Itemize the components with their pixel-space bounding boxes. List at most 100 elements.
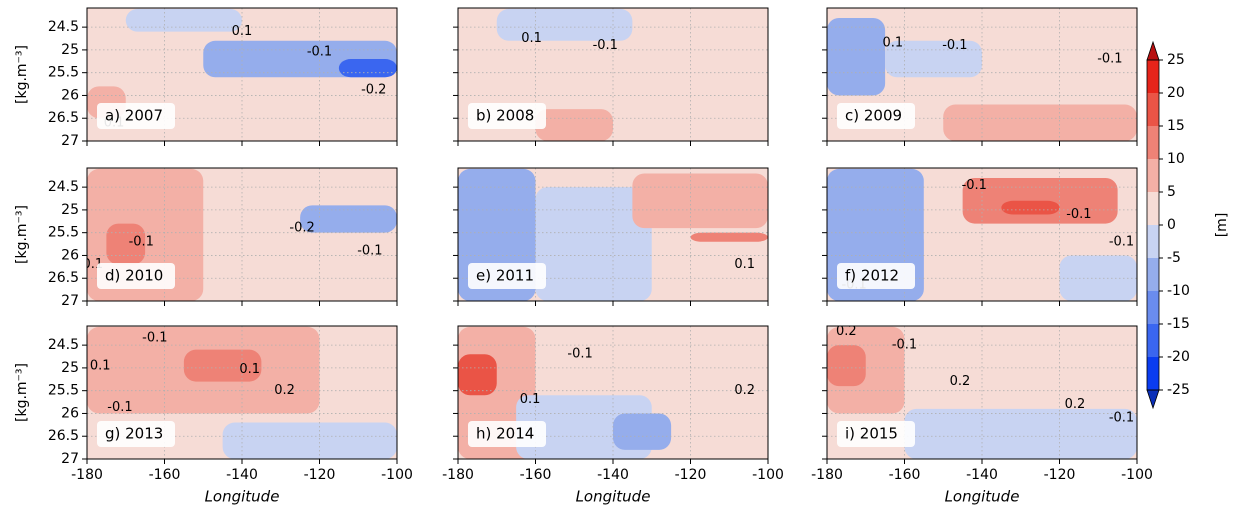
y-tick-label: 25.5 xyxy=(48,65,79,81)
y-tick-label: 26.5 xyxy=(48,428,79,444)
colorbar-tick-label: -25 xyxy=(1167,382,1190,398)
field-region xyxy=(535,187,652,301)
field-region xyxy=(632,173,768,229)
contour-label: 0.1 xyxy=(90,359,111,374)
field-region xyxy=(535,109,613,141)
y-tick-label: 25 xyxy=(61,202,79,218)
colorbar-over xyxy=(1146,40,1160,61)
field-region xyxy=(222,422,397,459)
colorbar-tick-label: -15 xyxy=(1167,316,1190,332)
y-axis-label: [kg.m⁻³] xyxy=(14,45,30,104)
x-tick-label: -140 xyxy=(226,467,258,483)
contour-label: -0.1 xyxy=(1109,411,1134,426)
contour-label: 0.1 xyxy=(521,31,542,46)
field: 0.1 -0.1 xyxy=(458,8,768,141)
field: -0.1 0.2 0.2 -0.1 0.2 xyxy=(827,324,1137,459)
field-region xyxy=(1059,255,1137,301)
panel-label: h) 2014 xyxy=(476,425,534,443)
colorbar-tick-label: -20 xyxy=(1167,349,1190,365)
y-axis-label: [kg.m⁻³] xyxy=(14,205,30,264)
panel-label-box xyxy=(97,421,175,447)
x-tick-label: -100 xyxy=(752,467,784,483)
y-tick-label: 26 xyxy=(61,247,79,263)
field-region xyxy=(671,27,768,50)
panel-label: i) 2015 xyxy=(845,425,898,443)
field-region xyxy=(338,59,397,78)
contour-label: -0.1 xyxy=(1066,207,1091,222)
contour-label: -0.1 xyxy=(892,338,917,353)
colorbar-tick-label: 0 xyxy=(1167,217,1176,233)
contour-label: 0.2 xyxy=(836,324,857,339)
contour-label: 0.1 xyxy=(232,24,253,39)
colorbar-band xyxy=(1147,357,1159,390)
y-tick-label: 25.5 xyxy=(48,383,79,399)
x-tick-label: -180 xyxy=(811,467,843,483)
field-region xyxy=(242,104,359,141)
y-tick-label: 27 xyxy=(61,133,79,149)
contour-label: -0.1 xyxy=(1109,234,1134,249)
contour-label: -0.1 xyxy=(307,45,332,60)
panel-label-box xyxy=(97,263,175,289)
contour-label: -0.1 xyxy=(142,330,167,345)
field-region xyxy=(1020,358,1137,382)
field-region xyxy=(613,413,672,450)
y-tick-label: 26 xyxy=(61,405,79,421)
y-tick-label: 25.5 xyxy=(48,225,79,241)
x-axis-label: Longitude xyxy=(205,488,280,506)
contour-label: -0.1 xyxy=(942,38,967,53)
field-region xyxy=(827,345,866,387)
contour-label: 0.1 xyxy=(520,392,541,407)
colorbar-band xyxy=(1147,225,1159,258)
x-tick-label: -120 xyxy=(1044,467,1076,483)
panel-label: a) 2007 xyxy=(105,107,163,125)
y-tick-label: 26.5 xyxy=(48,110,79,126)
colorbar-tick-label: -10 xyxy=(1167,283,1190,299)
contour-label: -0.1 xyxy=(107,400,132,415)
contour-label: -0.1 xyxy=(593,38,618,53)
colorbar-under xyxy=(1146,389,1160,410)
colorbar-tick-label: -5 xyxy=(1167,250,1181,266)
contour-label: -0.2 xyxy=(361,82,386,97)
x-tick-label: -100 xyxy=(381,467,413,483)
field-region xyxy=(106,223,146,265)
contour-label: -0.1 xyxy=(567,347,592,362)
contour-label: 0.1 xyxy=(239,362,260,377)
field-region xyxy=(183,349,262,382)
colorbar-tick-label: 15 xyxy=(1167,118,1185,134)
panel-label: d) 2010 xyxy=(105,267,163,285)
colorbar-band xyxy=(1147,192,1159,225)
contour-label: 0.2 xyxy=(1065,397,1086,412)
panel-label: e) 2011 xyxy=(476,267,534,285)
colorbar-tick-label: 25 xyxy=(1167,52,1185,68)
x-tick-label: -180 xyxy=(71,467,103,483)
panel-label: c) 2009 xyxy=(845,107,902,125)
field-region xyxy=(458,354,497,396)
panel-label-box xyxy=(468,421,546,447)
field-region xyxy=(1001,200,1060,215)
y-tick-label: 25 xyxy=(61,42,79,58)
x-tick-label: -120 xyxy=(304,467,336,483)
field-region xyxy=(690,232,768,242)
field-region xyxy=(125,8,242,32)
panel-label-box xyxy=(837,421,915,447)
colorbar-band xyxy=(1147,93,1159,126)
field-region xyxy=(943,104,1137,141)
x-tick-label: -140 xyxy=(597,467,629,483)
y-tick-label: 27 xyxy=(61,451,79,467)
panel-label-box xyxy=(97,103,175,129)
contour-label: 0.1 xyxy=(734,257,755,272)
field-region xyxy=(671,326,768,387)
field-region xyxy=(904,408,1137,459)
panel-label-box xyxy=(468,263,546,289)
x-tick-label: -180 xyxy=(442,467,474,483)
field: 0.1 -0.1 -0.1 xyxy=(827,8,1137,141)
panel-label-box xyxy=(837,103,915,129)
field-region xyxy=(827,18,886,96)
contour-label: -0.1 xyxy=(1097,52,1122,67)
colorbar-band xyxy=(1147,60,1159,93)
x-tick-label: -160 xyxy=(520,467,552,483)
y-tick-label: 25 xyxy=(61,360,79,376)
colorbar-label: [m] xyxy=(1214,213,1230,238)
panel-label-box xyxy=(468,103,546,129)
